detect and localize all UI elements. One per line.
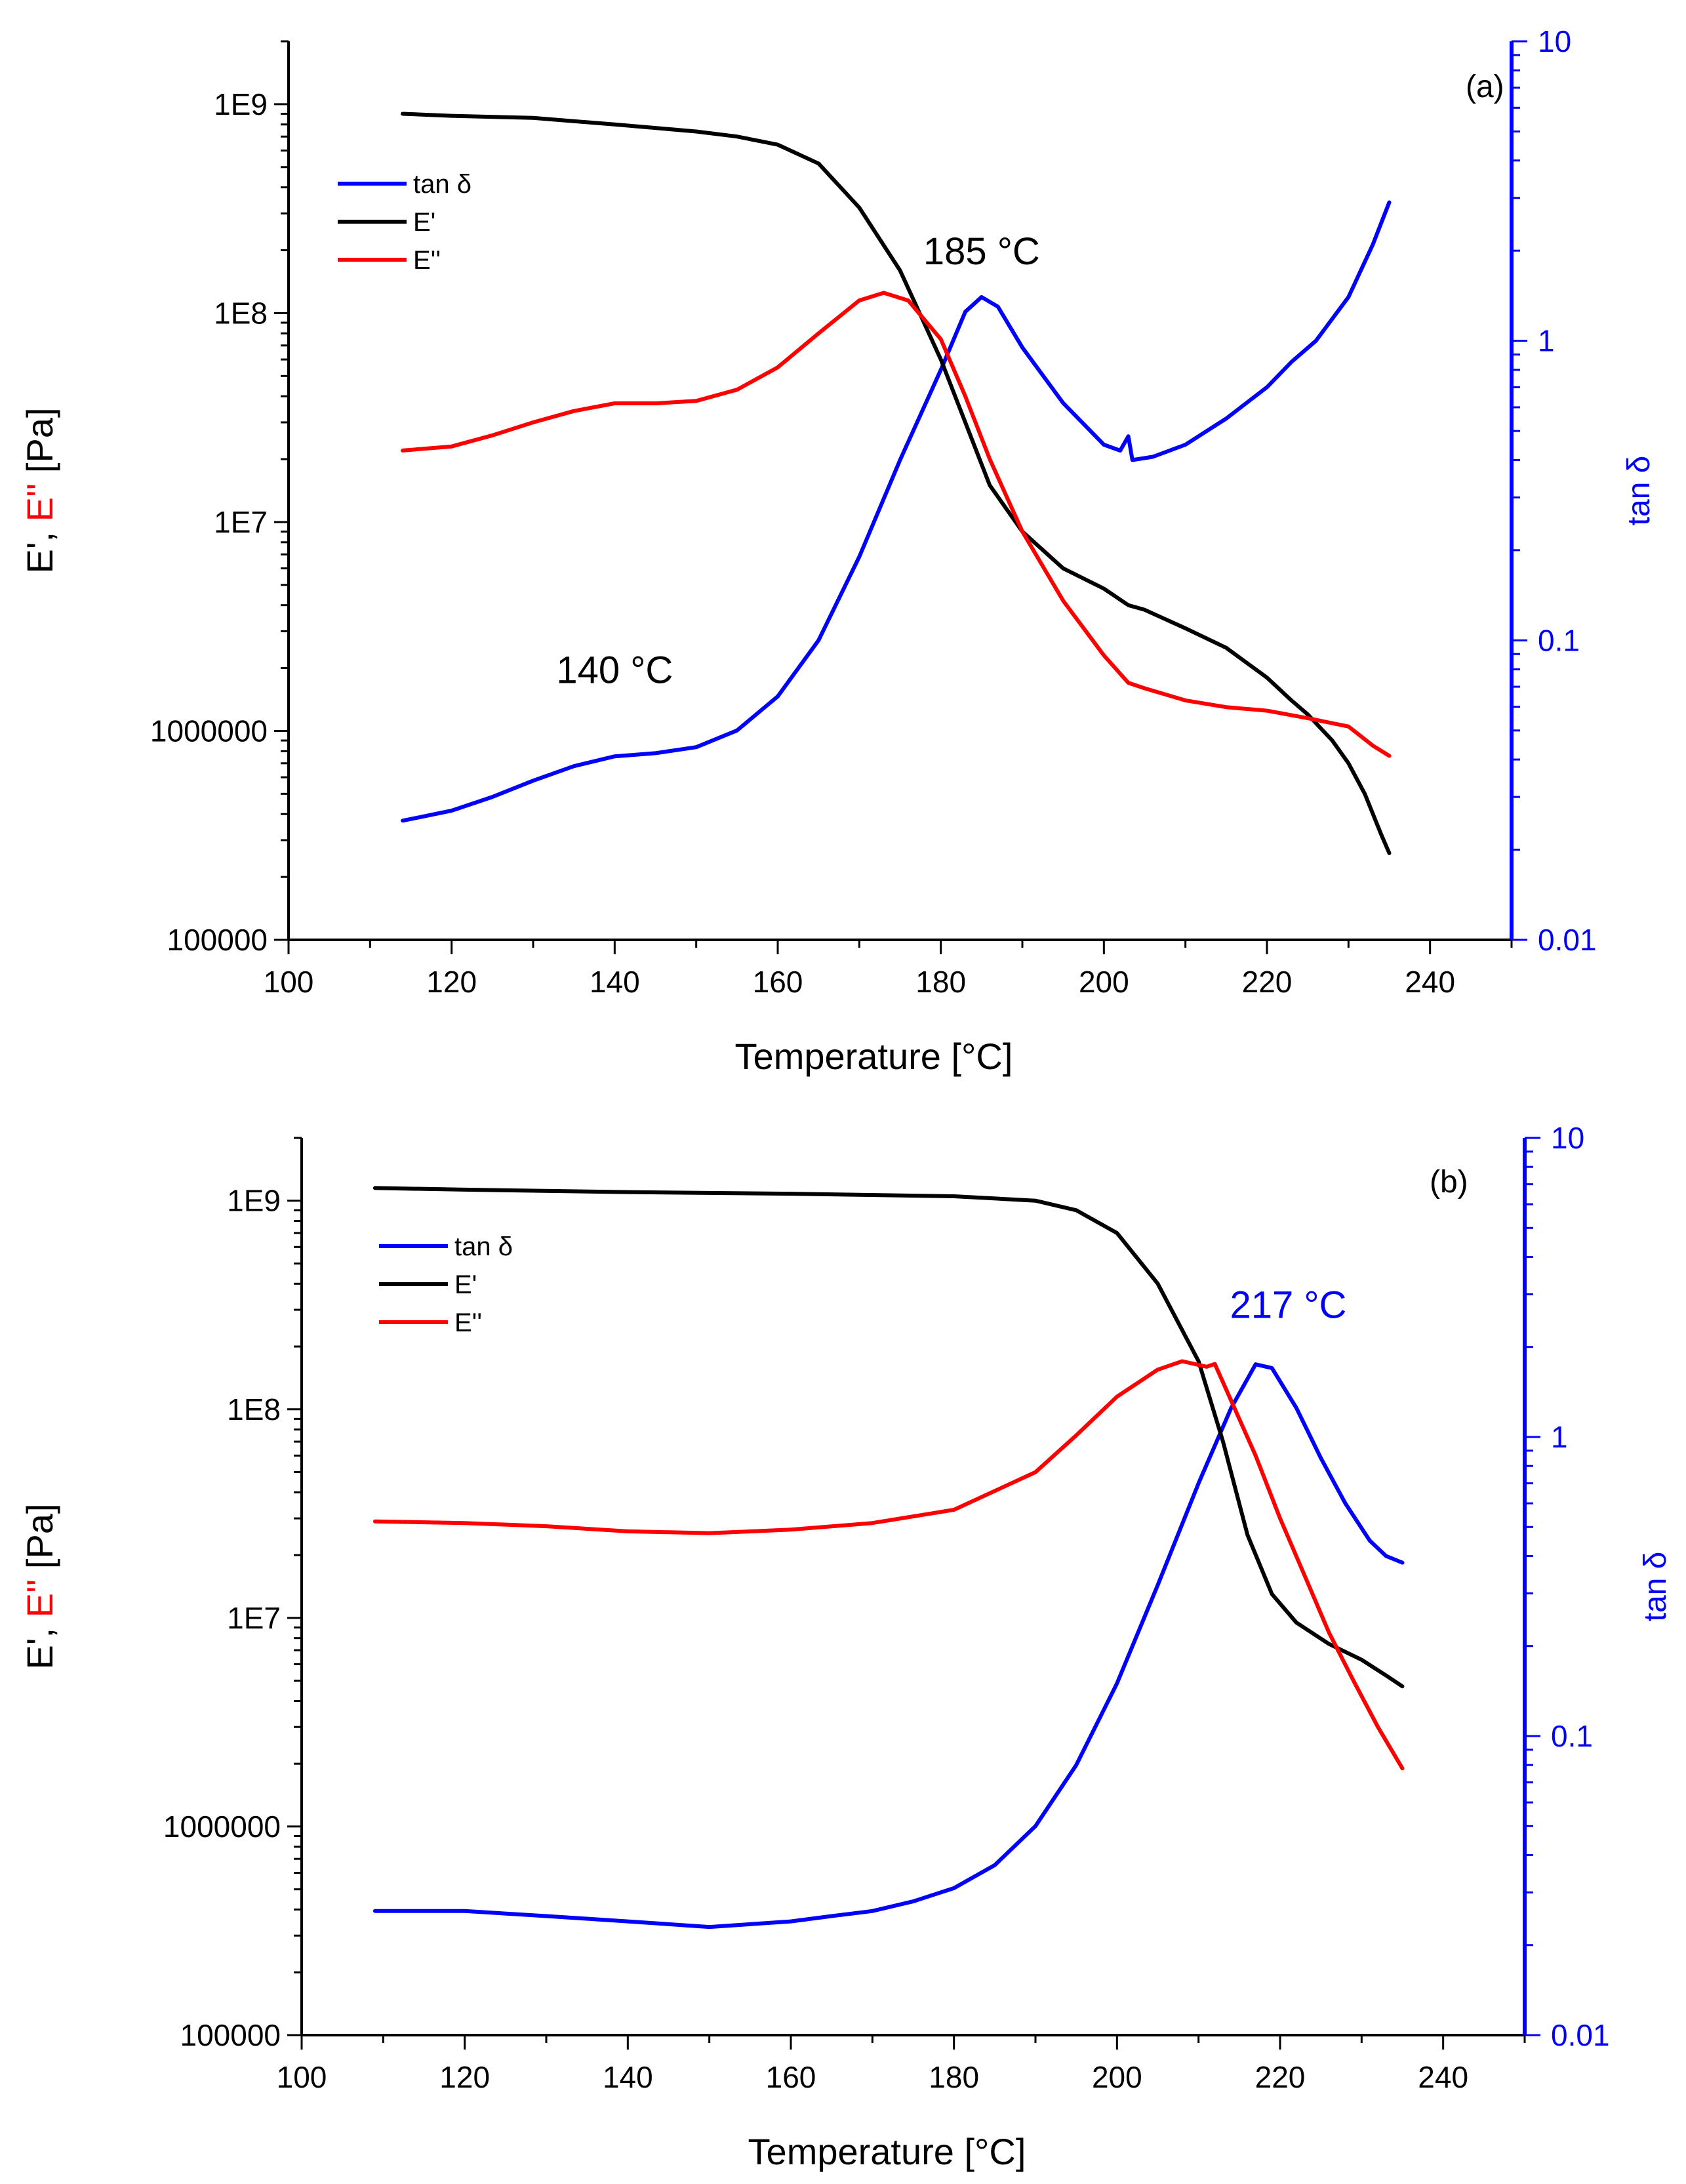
legend-label: E' bbox=[413, 208, 435, 237]
left-y-tick-label: 1E7 bbox=[227, 1601, 281, 1635]
right-y-tick-label: 1 bbox=[1538, 324, 1555, 358]
peak-annotation: 185 °C bbox=[923, 230, 1040, 273]
chart-panel-a: 100 120 140 160 180 200 220 240 100000 1000000 1E7… bbox=[19, 24, 1656, 1077]
tan-delta-line bbox=[372, 1362, 1405, 1930]
x-tick-label: 180 bbox=[929, 2060, 979, 2094]
right-y-tick-label: 0.1 bbox=[1538, 623, 1580, 657]
left-y-axis-title-part: E', bbox=[19, 1617, 60, 1669]
panel-label: (b) bbox=[1430, 1165, 1468, 1200]
legend-label: E'' bbox=[413, 246, 441, 275]
x-axis-title: Temperature [°C] bbox=[748, 2131, 1026, 2172]
left-y-tick-label: 1000000 bbox=[150, 714, 268, 748]
right-y-tick-label: 0.01 bbox=[1538, 923, 1597, 957]
left-y-tick-label: 1E8 bbox=[227, 1392, 281, 1426]
legend-label: E' bbox=[454, 1270, 477, 1299]
right-y-tick-label: 10 bbox=[1551, 1121, 1584, 1155]
left-y-tick-label: 100000 bbox=[167, 923, 268, 957]
x-tick-label: 140 bbox=[603, 2060, 653, 2094]
panel-label: (a) bbox=[1466, 70, 1504, 104]
left-y-axis-title-part: E', bbox=[19, 521, 60, 573]
left-y-tick-label: 1E8 bbox=[214, 296, 268, 330]
x-tick-label: 140 bbox=[590, 965, 640, 999]
x-tick-label: 220 bbox=[1255, 2060, 1306, 2094]
left-y-tick-label: 1000000 bbox=[163, 1810, 281, 1844]
e-storage-line bbox=[401, 111, 1392, 855]
left-y-tick-label: 100000 bbox=[180, 2018, 281, 2052]
legend-label: tan δ bbox=[413, 170, 472, 199]
right-y-tick-label: 1 bbox=[1551, 1420, 1568, 1454]
left-y-axis-title-part: E'' bbox=[19, 483, 60, 522]
right-y-tick-label: 10 bbox=[1538, 24, 1571, 58]
left-y-axis-title-part: [Pa] bbox=[19, 407, 60, 483]
x-tick-label: 120 bbox=[426, 965, 477, 999]
e-loss-line bbox=[401, 291, 1392, 758]
legend-label: E'' bbox=[454, 1308, 482, 1337]
e-loss-line bbox=[372, 1359, 1405, 1771]
peak-annotation: 217 °C bbox=[1230, 1284, 1346, 1327]
x-tick-label: 160 bbox=[766, 2060, 816, 2094]
x-tick-label: 220 bbox=[1242, 965, 1293, 999]
left-y-tick-label: 1E9 bbox=[227, 1184, 281, 1218]
x-tick-label: 240 bbox=[1405, 965, 1455, 999]
chart-panel-b: 100 120 140 160 180 200 220 240 100000 1000000 1E7… bbox=[19, 1121, 1673, 2172]
right-y-axis-title: tan δ bbox=[1622, 456, 1656, 526]
left-y-axis-title-part: E'' bbox=[19, 1579, 60, 1618]
right-y-axis-title: tan δ bbox=[1638, 1552, 1673, 1622]
x-tick-label: 100 bbox=[264, 965, 314, 999]
x-tick-label: 120 bbox=[439, 2060, 490, 2094]
left-y-tick-label: 1E7 bbox=[214, 505, 268, 539]
left-y-axis-title: E', E'' [Pa] bbox=[19, 407, 60, 573]
right-y-tick-label: 0.01 bbox=[1551, 2018, 1610, 2052]
tan-delta-line bbox=[401, 200, 1392, 823]
x-tick-label: 240 bbox=[1418, 2060, 1468, 2094]
x-tick-label: 200 bbox=[1079, 965, 1129, 999]
x-axis-title: Temperature [°C] bbox=[735, 1036, 1013, 1077]
left-y-tick-label: 1E9 bbox=[214, 87, 268, 121]
x-tick-label: 160 bbox=[753, 965, 803, 999]
right-y-tick-label: 0.1 bbox=[1551, 1719, 1593, 1753]
x-tick-label: 180 bbox=[915, 965, 966, 999]
left-y-axis-title: E', E'' [Pa] bbox=[19, 1503, 60, 1669]
peak-annotation: 140 °C bbox=[556, 649, 673, 691]
left-y-axis-title-part: [Pa] bbox=[19, 1503, 60, 1579]
x-tick-label: 100 bbox=[277, 2060, 327, 2094]
legend-label: tan δ bbox=[454, 1232, 513, 1261]
x-tick-label: 200 bbox=[1092, 2060, 1142, 2094]
